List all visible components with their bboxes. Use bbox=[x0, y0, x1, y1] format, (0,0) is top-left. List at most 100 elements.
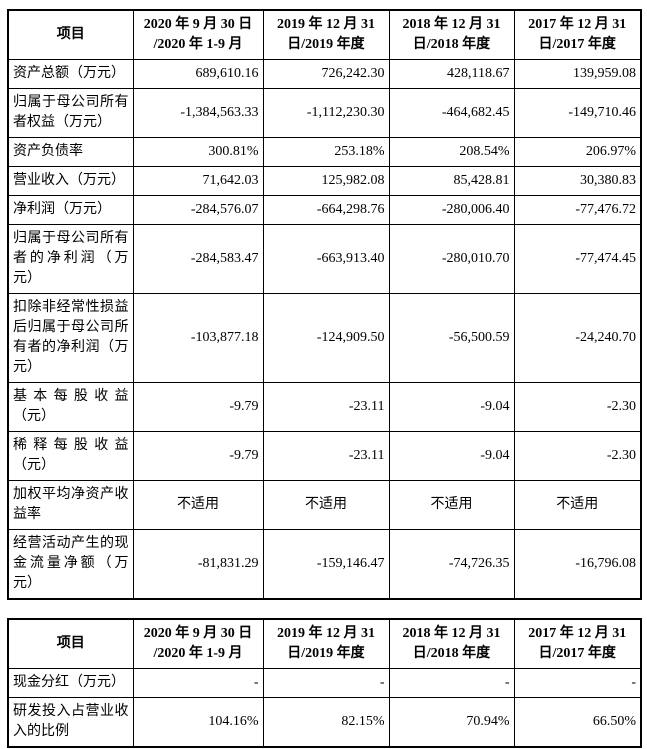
cell-value: -2.30 bbox=[513, 382, 642, 432]
cell-value: -23.11 bbox=[262, 431, 390, 481]
table-row: 稀释每股收益（元） -9.79 -23.11 -9.04 -2.30 bbox=[7, 431, 642, 481]
row-label: 加权平均净资产收益率 bbox=[7, 480, 134, 530]
table2-period-2020-header: 2020 年 9 月 30 日 /2020 年 1-9 月 bbox=[132, 618, 264, 669]
cell-value: -1,384,563.33 bbox=[132, 88, 264, 138]
period-line-2: 日/2019 年度 bbox=[287, 646, 365, 661]
table-row: 归属于母公司所有者权益（万元） -1,384,563.33 -1,112,230… bbox=[7, 88, 642, 138]
cell-value: -664,298.76 bbox=[262, 195, 390, 225]
cell-value: -284,583.47 bbox=[132, 224, 264, 294]
cell-value: 139,959.08 bbox=[513, 59, 642, 89]
cell-value: -284,576.07 bbox=[132, 195, 264, 225]
row-label: 经营活动产生的现金流量净额（万元） bbox=[7, 529, 134, 600]
row-label: 资产负债率 bbox=[7, 137, 134, 167]
row-label: 资产总额（万元） bbox=[7, 59, 134, 89]
row-label: 归属于母公司所有者的净利润（万元） bbox=[7, 224, 134, 294]
cell-value: -2.30 bbox=[513, 431, 642, 481]
cell-value: -1,112,230.30 bbox=[262, 88, 390, 138]
cell-value: 85,428.81 bbox=[388, 166, 515, 196]
key-financials-table: 项目 2020 年 9 月 30 日 /2020 年 1-9 月 2019 年 … bbox=[7, 9, 642, 600]
table-row: 资产负债率 300.81% 253.18% 208.54% 206.97% bbox=[7, 137, 642, 167]
row-label: 现金分红（万元） bbox=[7, 668, 134, 698]
table1-item-column-header: 项目 bbox=[7, 9, 134, 60]
period-line-1: 2020 年 9 月 30 日 bbox=[143, 626, 253, 641]
cell-value: -663,913.40 bbox=[262, 224, 390, 294]
period-line-1: 2018 年 12 月 31 bbox=[402, 626, 501, 641]
cell-value: 不适用 bbox=[262, 480, 390, 530]
cell-value: 71,642.03 bbox=[132, 166, 264, 196]
cell-value: 70.94% bbox=[388, 697, 515, 748]
table-row: 营业收入（万元） 71,642.03 125,982.08 85,428.81 … bbox=[7, 166, 642, 196]
period-line-2: 日/2018 年度 bbox=[412, 646, 491, 661]
table1-period-2017-header: 2017 年 12 月 31 日/2017 年度 bbox=[513, 9, 642, 60]
cell-value: -149,710.46 bbox=[513, 88, 642, 138]
table-row: 研发投入占营业收入的比例 104.16% 82.15% 70.94% 66.50… bbox=[7, 697, 642, 748]
table-row: 基本每股收益（元） -9.79 -23.11 -9.04 -2.30 bbox=[7, 382, 642, 432]
table2-period-2017-header: 2017 年 12 月 31 日/2017 年度 bbox=[513, 618, 642, 669]
table1-period-2020-header: 2020 年 9 月 30 日 /2020 年 1-9 月 bbox=[132, 9, 264, 60]
period-line-1: 2017 年 12 月 31 bbox=[528, 17, 627, 32]
row-label: 营业收入（万元） bbox=[7, 166, 134, 196]
table2-item-column-header: 项目 bbox=[7, 618, 134, 669]
cell-value: -23.11 bbox=[262, 382, 390, 432]
table-gap bbox=[7, 600, 640, 618]
table2-period-2019-header: 2019 年 12 月 31 日/2019 年度 bbox=[262, 618, 390, 669]
table-row: 现金分红（万元） - - - - bbox=[7, 668, 642, 698]
cell-value: 30,380.83 bbox=[513, 166, 642, 196]
cell-value: 125,982.08 bbox=[262, 166, 390, 196]
cell-value: 66.50% bbox=[513, 697, 642, 748]
period-line-1: 2019 年 12 月 31 bbox=[277, 17, 375, 32]
cell-value: -16,796.08 bbox=[513, 529, 642, 600]
cell-value: -24,240.70 bbox=[513, 293, 642, 383]
period-line-1: 2018 年 12 月 31 bbox=[402, 17, 501, 32]
cell-value: -74,726.35 bbox=[388, 529, 515, 600]
table-row: 经营活动产生的现金流量净额（万元） -81,831.29 -159,146.47… bbox=[7, 529, 642, 600]
period-line-2: 日/2017 年度 bbox=[538, 37, 616, 52]
period-line-2: 日/2017 年度 bbox=[538, 646, 616, 661]
cell-value: 208.54% bbox=[388, 137, 515, 167]
table-row: 归属于母公司所有者的净利润（万元） -284,583.47 -663,913.4… bbox=[7, 224, 642, 294]
table-row: 扣除非经常性损益后归属于母公司所有者的净利润（万元） -103,877.18 -… bbox=[7, 293, 642, 383]
table-row: 资产总额（万元） 689,610.16 726,242.30 428,118.6… bbox=[7, 59, 642, 89]
cell-value: -280,010.70 bbox=[388, 224, 515, 294]
table1-period-2019-header: 2019 年 12 月 31 日/2019 年度 bbox=[262, 9, 390, 60]
table2-header-row: 项目 2020 年 9 月 30 日 /2020 年 1-9 月 2019 年 … bbox=[7, 618, 642, 669]
table1-period-2018-header: 2018 年 12 月 31 日/2018 年度 bbox=[388, 9, 515, 60]
cell-value: 不适用 bbox=[513, 480, 642, 530]
cell-value: -464,682.45 bbox=[388, 88, 515, 138]
cell-value: 253.18% bbox=[262, 137, 390, 167]
cell-value: - bbox=[513, 668, 642, 698]
cell-value: -9.79 bbox=[132, 382, 264, 432]
cell-value: 726,242.30 bbox=[262, 59, 390, 89]
cell-value: 82.15% bbox=[262, 697, 390, 748]
row-label: 净利润（万元） bbox=[7, 195, 134, 225]
cell-value: - bbox=[262, 668, 390, 698]
cell-value: 206.97% bbox=[513, 137, 642, 167]
cell-value: 104.16% bbox=[132, 697, 264, 748]
table1-header-row: 项目 2020 年 9 月 30 日 /2020 年 1-9 月 2019 年 … bbox=[7, 9, 642, 60]
table-row: 加权平均净资产收益率 不适用 不适用 不适用 不适用 bbox=[7, 480, 642, 530]
cell-value: -9.04 bbox=[388, 382, 515, 432]
cell-value: 428,118.67 bbox=[388, 59, 515, 89]
cell-value: -56,500.59 bbox=[388, 293, 515, 383]
cell-value: -81,831.29 bbox=[132, 529, 264, 600]
period-line-1: 2019 年 12 月 31 bbox=[277, 626, 375, 641]
cell-value: -103,877.18 bbox=[132, 293, 264, 383]
row-label: 扣除非经常性损益后归属于母公司所有者的净利润（万元） bbox=[7, 293, 134, 383]
row-label: 归属于母公司所有者权益（万元） bbox=[7, 88, 134, 138]
cell-value: -124,909.50 bbox=[262, 293, 390, 383]
cell-value: 不适用 bbox=[388, 480, 515, 530]
cell-value: -9.79 bbox=[132, 431, 264, 481]
table-row: 净利润（万元） -284,576.07 -664,298.76 -280,006… bbox=[7, 195, 642, 225]
cell-value: -9.04 bbox=[388, 431, 515, 481]
period-line-2: /2020 年 1-9 月 bbox=[153, 37, 243, 52]
period-line-2: 日/2019 年度 bbox=[287, 37, 365, 52]
period-line-1: 2020 年 9 月 30 日 bbox=[143, 17, 253, 32]
period-line-1: 2017 年 12 月 31 bbox=[528, 626, 627, 641]
cell-value: - bbox=[132, 668, 264, 698]
table2-period-2018-header: 2018 年 12 月 31 日/2018 年度 bbox=[388, 618, 515, 669]
cell-value: - bbox=[388, 668, 515, 698]
cell-value: 不适用 bbox=[132, 480, 264, 530]
dividend-rd-table: 项目 2020 年 9 月 30 日 /2020 年 1-9 月 2019 年 … bbox=[7, 618, 642, 748]
cell-value: -280,006.40 bbox=[388, 195, 515, 225]
